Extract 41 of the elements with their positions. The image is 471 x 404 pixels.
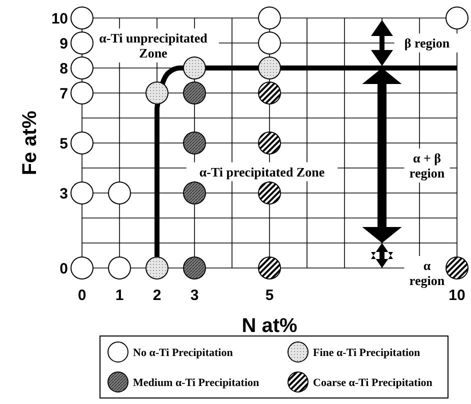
x-tick-label: 0 — [78, 287, 86, 304]
x-tick-label: 10 — [448, 287, 466, 304]
point — [258, 182, 281, 204]
annotation: β region — [404, 36, 450, 51]
point — [258, 132, 281, 154]
legend-label: Fine α-Ti Precipitation — [313, 346, 420, 359]
y-tick-label: 8 — [60, 60, 68, 78]
x-tick-label: 5 — [265, 287, 274, 304]
point — [258, 256, 281, 280]
point — [70, 132, 94, 154]
annotation: α + β region — [409, 150, 446, 181]
point — [70, 82, 94, 104]
legend-label: No α-Ti Precipitation — [133, 346, 233, 359]
annotation: α region — [409, 258, 446, 288]
y-tick-label: 3 — [60, 185, 68, 202]
x-tick-label: 3 — [190, 287, 199, 304]
point — [108, 182, 131, 204]
y-tick-label: 5 — [60, 135, 68, 152]
point — [446, 256, 468, 280]
annotation: α-Ti precipitated Zone — [199, 164, 325, 180]
point — [108, 256, 131, 280]
legend-label: Coarse α-Ti Precipitation — [313, 376, 432, 389]
point — [258, 32, 281, 54]
y-tick-label: 7 — [60, 85, 68, 102]
x-tick-label: 1 — [115, 287, 124, 304]
point — [446, 6, 468, 30]
point — [70, 182, 94, 204]
point — [70, 32, 94, 54]
point — [70, 256, 94, 280]
x-axis-title: N at% — [242, 315, 298, 337]
y-tick-label: 10 — [51, 10, 68, 28]
point — [70, 56, 94, 80]
annotation: α-Ti unprecipitated Zone — [99, 30, 208, 61]
y-tick-label: 0 — [60, 260, 68, 278]
legend-label: Medium α-Ti Precipitation — [133, 376, 260, 389]
point — [258, 6, 281, 30]
y-axis-title: Fe at% — [19, 110, 41, 176]
y-tick-label: 9 — [60, 35, 68, 52]
point — [70, 6, 94, 30]
point — [258, 82, 281, 104]
x-tick-label: 2 — [152, 287, 162, 304]
